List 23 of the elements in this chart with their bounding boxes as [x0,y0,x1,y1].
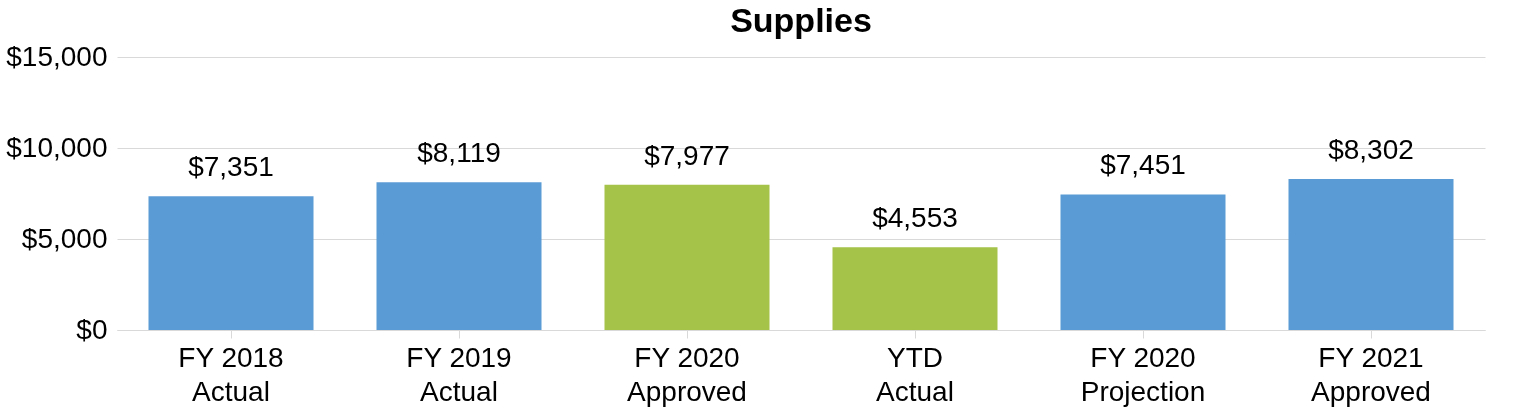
x-tick-label: YTD Actual [876,341,954,407]
data-label: $8,302 [1328,133,1414,165]
chart-title: Supplies [730,1,872,39]
y-tick-label: $5,000 [21,222,108,254]
data-label: $7,977 [644,139,730,171]
bar [1060,194,1226,330]
bar [604,184,770,330]
data-label: $7,351 [188,151,274,183]
y-tick-label: $10,000 [6,131,108,163]
x-tick-label: FY 2019 Actual [406,341,512,407]
data-label: $4,553 [872,202,958,234]
bar [832,247,998,330]
bar [376,182,542,330]
bar [1288,178,1454,330]
data-label: $7,451 [1100,149,1186,181]
data-label: $8,119 [417,137,501,169]
y-tick-label: $0 [76,313,108,345]
bar [148,196,314,330]
x-tick-label: FY 2018 Actual [178,341,284,407]
x-tick-label: FY 2020 Projection [1080,341,1206,407]
y-tick-label: $15,000 [6,40,108,72]
x-tick-label: FY 2021 Approved [1311,341,1431,407]
x-tick-label: FY 2020 Approved [627,341,747,407]
